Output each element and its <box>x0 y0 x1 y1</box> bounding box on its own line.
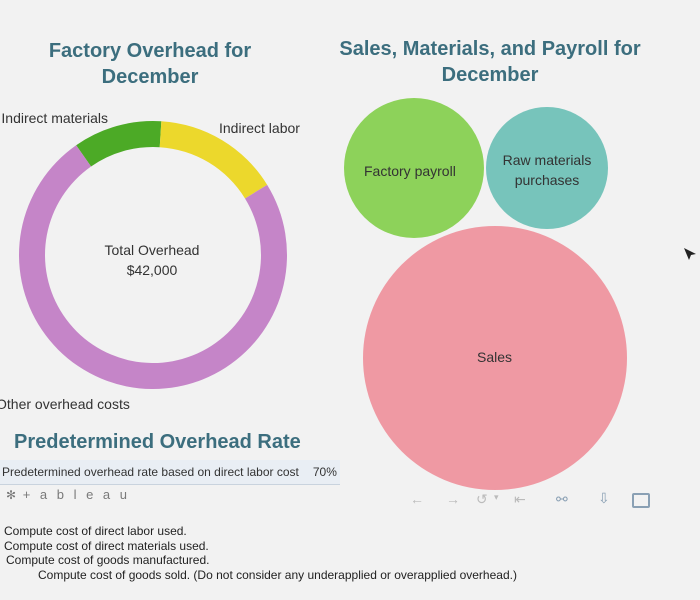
bubble-factory-payroll[interactable] <box>344 98 484 238</box>
download-icon[interactable]: ⇩ <box>598 490 610 506</box>
right-chart-title: Sales, Materials, and Payroll for Decemb… <box>339 38 641 86</box>
reset-icon[interactable]: ⇤ <box>514 491 526 507</box>
donut-slice-indirect-materials[interactable] <box>76 121 162 167</box>
factory-overhead-donut-chart <box>18 121 287 390</box>
question-item: Compute cost of direct labor used. <box>4 524 187 538</box>
bubble-raw-materials[interactable] <box>486 107 608 229</box>
question-item: Compute cost of direct materials used. <box>4 538 209 553</box>
question-item: Compute cost of goods manufactured. <box>6 553 210 567</box>
share-icon[interactable]: ⚯ <box>556 491 568 507</box>
slice-label-other-overhead: Other overhead costs <box>0 396 130 412</box>
question-item: Compute cost of goods sold. (Do not cons… <box>38 567 517 582</box>
tableau-logo-mark-icon: ✻ <box>6 488 17 502</box>
bubble-label-raw-materials: Raw materials purchases <box>502 152 592 188</box>
mouse-cursor-icon <box>684 248 696 260</box>
revert-icon[interactable]: ↺ <box>476 491 488 507</box>
slice-label-indirect-labor: Indirect labor <box>219 120 300 136</box>
bubble-sales[interactable] <box>363 226 627 490</box>
revert-dropdown-icon[interactable]: ▾ <box>494 492 499 502</box>
tableau-logo[interactable]: ✻ + a b l e a u <box>6 487 130 502</box>
left-chart-title: Factory Overhead for December <box>48 40 252 88</box>
donut-center-label-line2: $42,000 <box>126 262 178 278</box>
tableau-logo-text: + a b l e a u <box>22 487 130 502</box>
rate-row-label: Predetermined overhead rate based on dir… <box>2 465 299 479</box>
question-list: Compute cost of direct labor used. Compu… <box>4 524 517 582</box>
undo-arrow-icon[interactable]: ← <box>410 491 424 507</box>
rate-row-value: 70% <box>312 465 337 479</box>
donut-center-label-line1: Total Overhead <box>104 242 200 258</box>
redo-arrow-icon[interactable]: → <box>446 491 460 507</box>
donut-slice-indirect-labor[interactable] <box>159 121 268 199</box>
rate-section-title: Predetermined Overhead Rate <box>14 431 301 453</box>
bubble-label-sales: Sales <box>477 349 513 365</box>
slice-label-indirect-materials: Indirect materials <box>1 110 108 126</box>
sales-materials-payroll-bubble-chart <box>344 98 627 490</box>
bubble-label-factory-payroll: Factory payroll <box>364 163 456 179</box>
tableau-toolbar: ← → ↺ ▾ ⇤ ⚯ ⇩ <box>410 490 670 512</box>
rate-row: Predetermined overhead rate based on dir… <box>0 460 340 485</box>
fullscreen-icon[interactable] <box>632 493 650 508</box>
donut-center-label: Total Overhead $42,000 <box>62 240 242 280</box>
